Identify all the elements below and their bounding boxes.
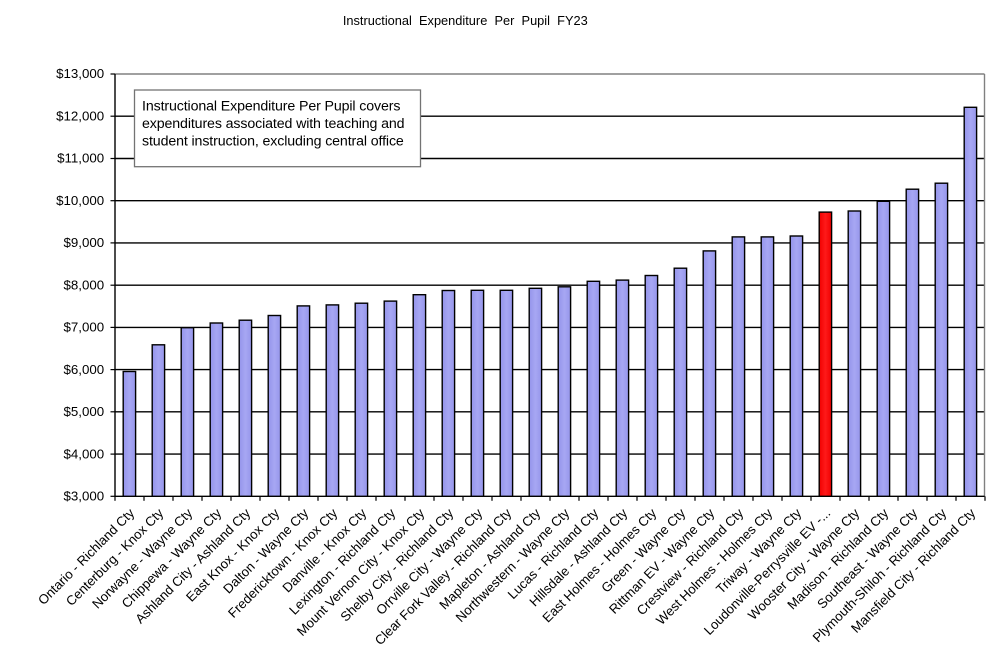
svg-text:$7,000: $7,000 <box>64 320 105 335</box>
svg-text:expenditures associated with t: expenditures associated with teaching an… <box>142 116 404 132</box>
svg-text:$5,000: $5,000 <box>64 404 105 419</box>
svg-text:$4,000: $4,000 <box>64 446 105 461</box>
svg-text:Instructional Expenditure Per: Instructional Expenditure Per Pupil FY23 <box>343 13 588 28</box>
svg-text:student instruction, excluding: student instruction, excluding central o… <box>142 134 404 150</box>
svg-text:$8,000: $8,000 <box>64 277 105 292</box>
svg-text:$3,000: $3,000 <box>64 489 105 504</box>
svg-text:$10,000: $10,000 <box>56 193 104 208</box>
svg-text:$11,000: $11,000 <box>57 151 104 166</box>
svg-text:$9,000: $9,000 <box>64 235 105 250</box>
svg-text:Instructional Expenditure Per: Instructional Expenditure Per Pupil cove… <box>142 99 400 115</box>
svg-text:$12,000: $12,000 <box>56 108 104 123</box>
svg-text:$6,000: $6,000 <box>64 362 105 377</box>
svg-text:$13,000: $13,000 <box>56 66 104 81</box>
